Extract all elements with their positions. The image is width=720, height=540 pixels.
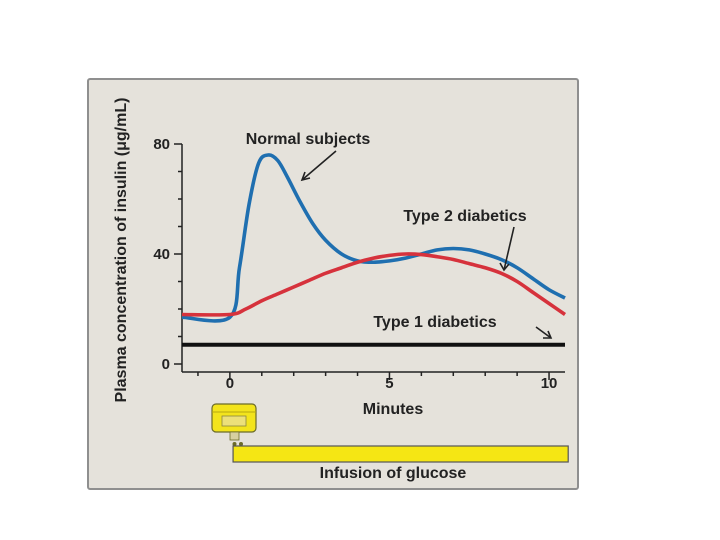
x-tick-label: 10 (541, 375, 558, 392)
y-ticks: 0 40 80 (153, 136, 182, 373)
arrowhead-type1-diabetics (543, 330, 553, 339)
x-axis-title: Minutes (363, 401, 424, 418)
x-tick-label: 5 (385, 375, 393, 392)
annotation-normal-subjects: Normal subjects (246, 131, 371, 148)
arrowhead-type2-diabetics (499, 262, 510, 272)
y-axis-title: Plasma concentration of insulin (μg/mL) (113, 98, 130, 403)
y-tick-label: 0 (162, 356, 170, 373)
series-line-normal (181, 153, 566, 323)
infusion-label: Infusion of glucose (320, 465, 467, 482)
x-tick-label: 0 (226, 375, 234, 392)
arrow-normal-subjects (301, 150, 337, 181)
y-tick-label: 40 (153, 246, 170, 263)
series-layer (181, 153, 567, 347)
arrowhead-normal-subjects (300, 171, 311, 182)
annotation-type1-diabetics: Type 1 diabetics (373, 314, 496, 331)
iv-bag-icon (211, 403, 257, 446)
arrow-type1-diabetics (535, 326, 552, 339)
y-tick-label: 80 (153, 136, 170, 153)
x-ticks: 0 5 10 (197, 372, 558, 392)
figure-panel (87, 78, 579, 490)
annotation-type2-diabetics: Type 2 diabetics (403, 208, 526, 225)
series-line-type2 (181, 252, 567, 317)
annotation-arrows (300, 150, 553, 339)
arrow-type2-diabetics (503, 226, 515, 271)
infusion-bar (232, 445, 569, 463)
